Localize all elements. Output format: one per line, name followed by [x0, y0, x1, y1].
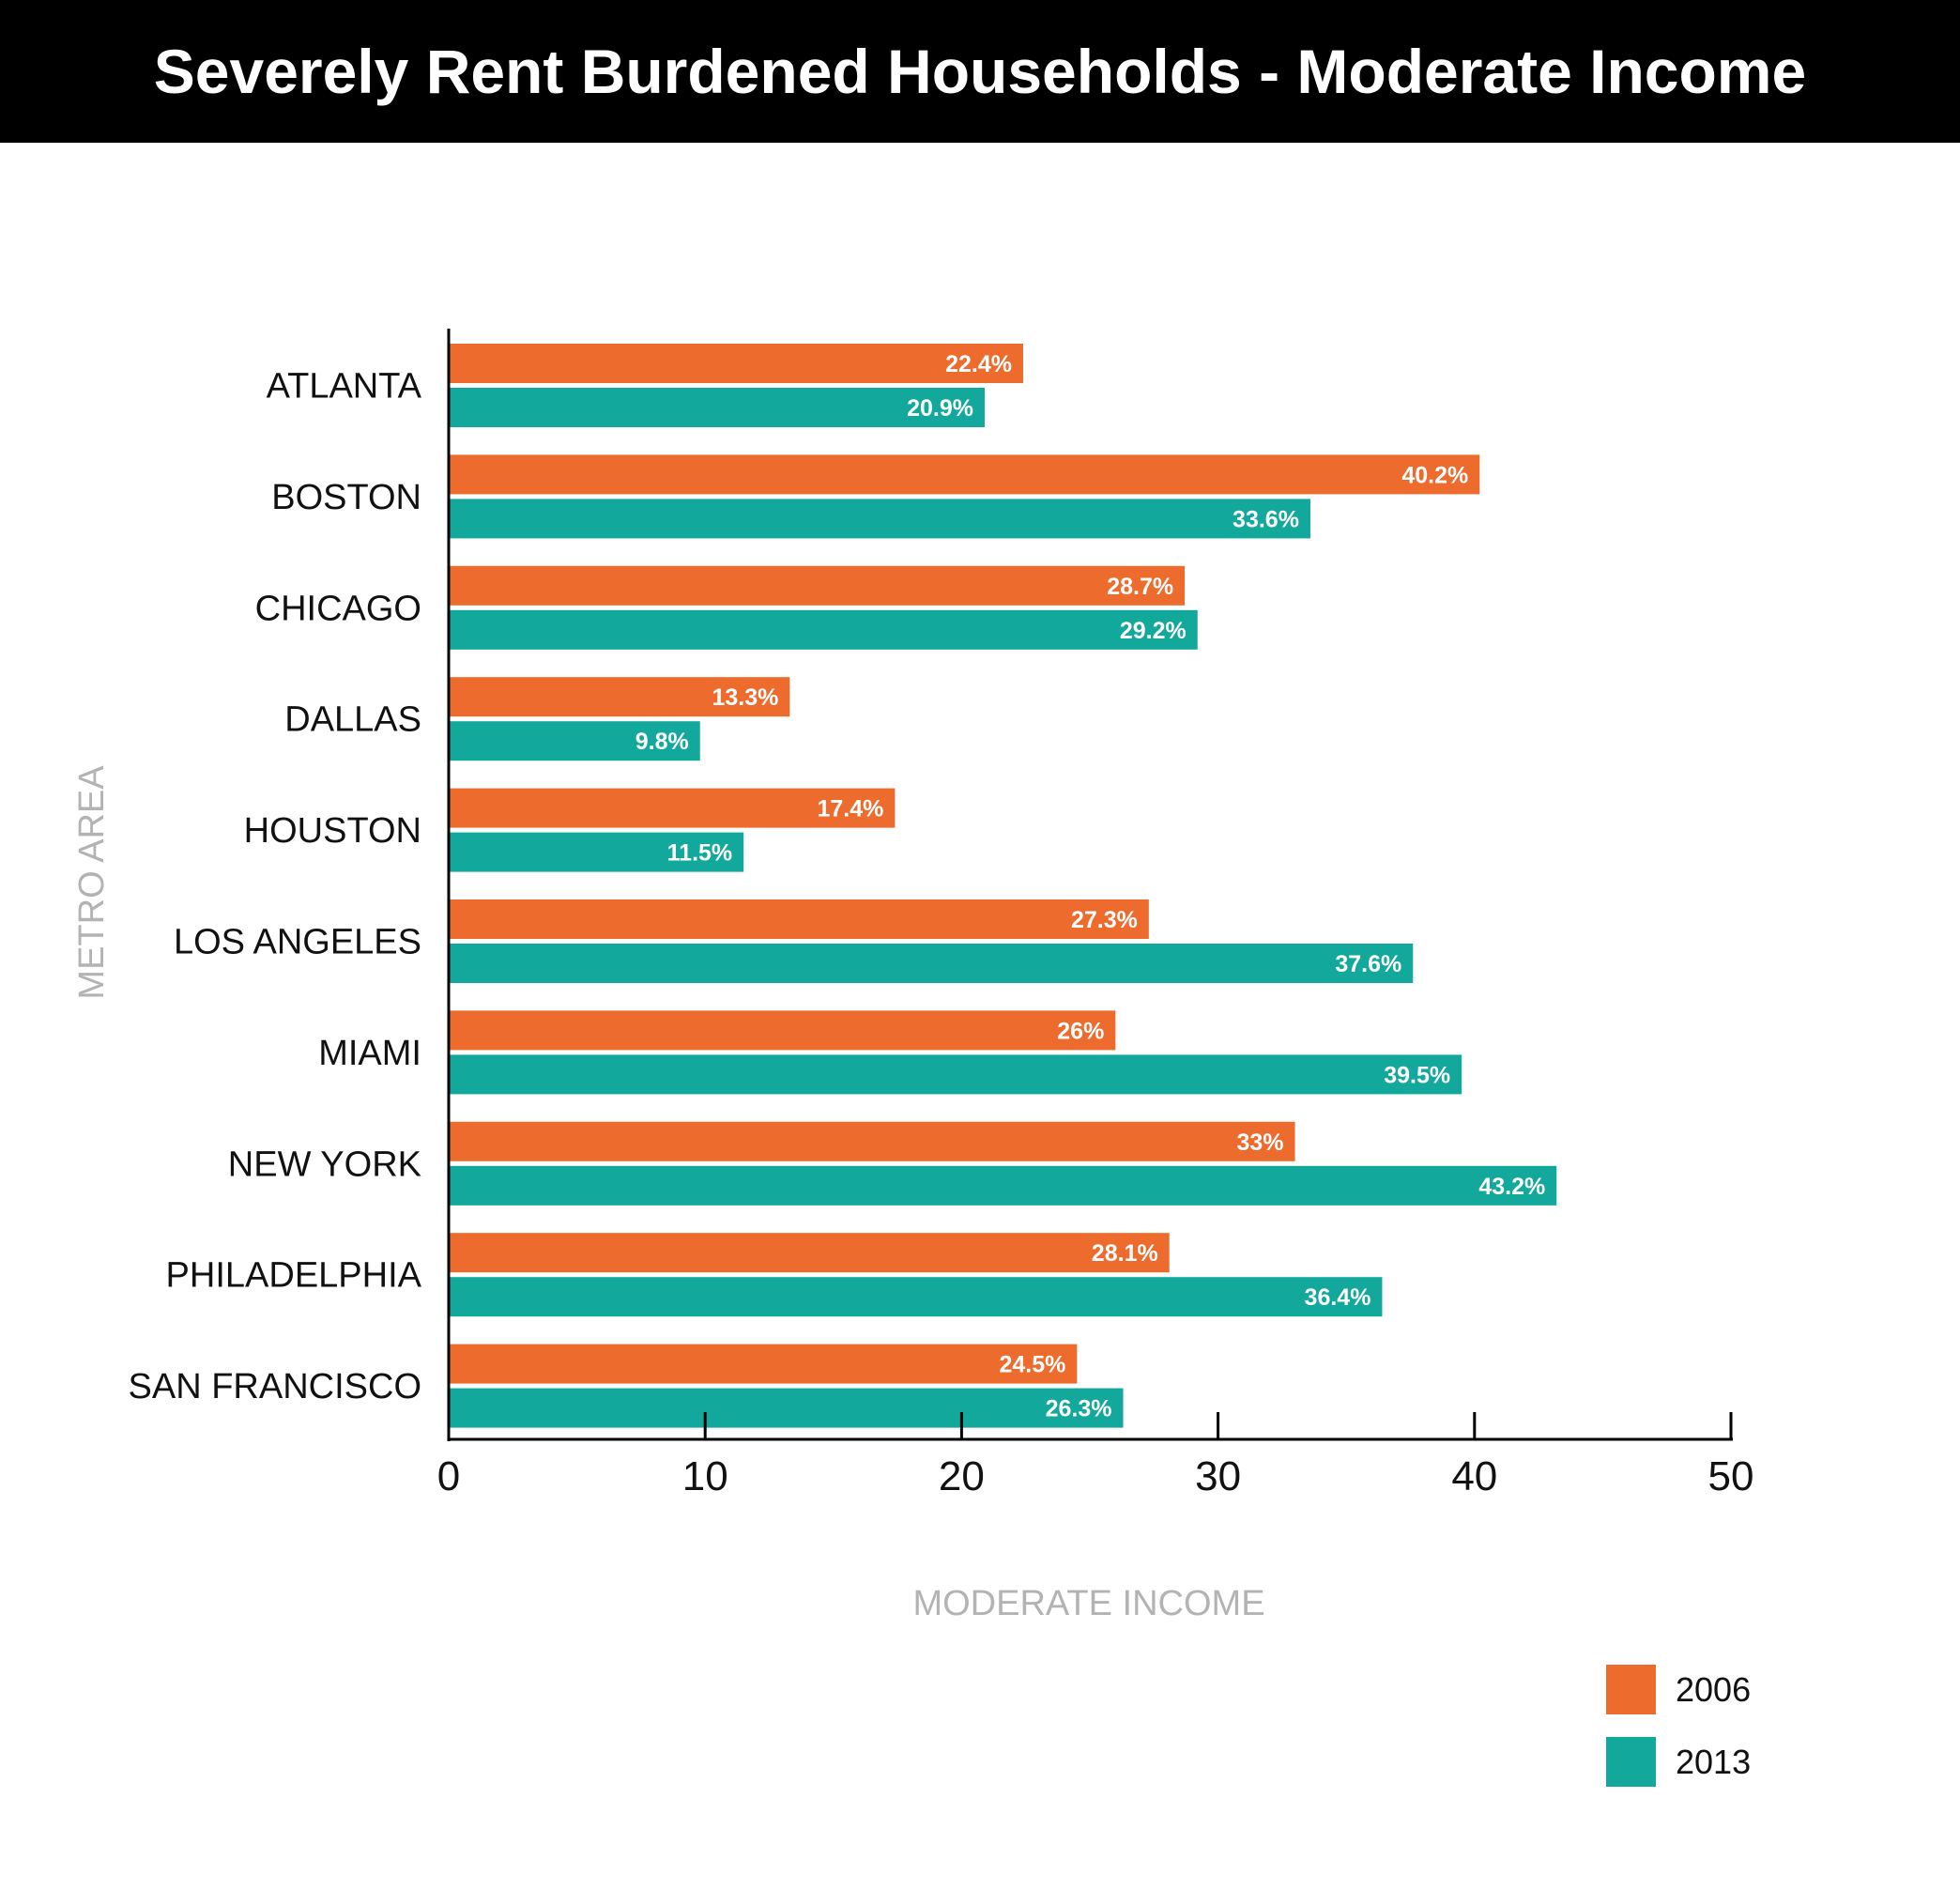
- data-label: 28.7%: [1107, 574, 1173, 600]
- data-label: 39.5%: [1384, 1062, 1450, 1088]
- category-labels: ATLANTA BOSTON CHICAGO DALLAS HOUSTON LOS ANG…: [129, 367, 422, 1407]
- legend-swatch-2013: [1606, 1737, 1656, 1787]
- x-tick-label: 10: [682, 1453, 728, 1499]
- data-label: 29.2%: [1120, 618, 1187, 644]
- title-bar: Severely Rent Burdened Households - Mode…: [0, 0, 1960, 143]
- bar-2013-chicago: [449, 609, 1198, 650]
- bar-2006-atlanta: [449, 344, 1023, 383]
- data-label: 28.1%: [1092, 1240, 1158, 1267]
- data-label: 17.4%: [817, 796, 883, 822]
- x-tick-label: 0: [437, 1453, 460, 1499]
- x-axis-title: MODERATE INCOME: [912, 1584, 1264, 1623]
- data-label: 13.3%: [712, 684, 778, 711]
- axes: 0 10 20 30 40 50: [437, 329, 1754, 1499]
- x-tick-label: 50: [1708, 1453, 1754, 1499]
- bar-2013-philadelphia: [449, 1277, 1383, 1317]
- bar-2013-los-angeles: [449, 944, 1414, 983]
- data-label: 37.6%: [1335, 951, 1401, 977]
- bar-2006-philadelphia: [449, 1233, 1170, 1273]
- bar-2006-los-angeles: [449, 899, 1149, 939]
- x-tick-label: 30: [1195, 1453, 1241, 1499]
- data-label: 11.5%: [667, 840, 733, 867]
- data-label: 22.4%: [945, 351, 1012, 377]
- legend-label-2013: 2013: [1676, 1743, 1751, 1781]
- data-label: 33.6%: [1233, 506, 1299, 532]
- data-label: 40.2%: [1401, 462, 1468, 488]
- bar-2006-houston: [449, 788, 896, 828]
- bar-2006-new-york: [449, 1121, 1295, 1161]
- data-label: 27.3%: [1071, 907, 1138, 933]
- category-label: CHICAGO: [255, 589, 421, 628]
- data-label: 9.8%: [635, 729, 689, 755]
- data-label: 20.9%: [907, 395, 973, 422]
- bars-layer: 22.4% 20.9% 40.2% 33.6% 28.7% 29.2% 13.3% 9.8% 1…: [449, 344, 1557, 1428]
- bar-2013-new-york: [449, 1165, 1557, 1206]
- bar-2013-san-francisco: [449, 1388, 1124, 1428]
- bar-2013-boston: [449, 499, 1310, 539]
- bar-2006-san-francisco: [449, 1344, 1078, 1384]
- chart-title: Severely Rent Burdened Households - Mode…: [153, 37, 1807, 106]
- legend-swatch-2006: [1606, 1665, 1656, 1714]
- data-label: 24.5%: [999, 1352, 1065, 1378]
- category-label: BOSTON: [271, 478, 421, 517]
- category-label: HOUSTON: [244, 811, 421, 851]
- y-axis-title: METRO AREA: [72, 765, 112, 1000]
- bar-2013-dallas: [449, 721, 700, 761]
- legend: 2006 2013: [1606, 1665, 1751, 1787]
- category-label: MIAMI: [318, 1034, 421, 1073]
- category-label: ATLANTA: [267, 367, 422, 407]
- data-label: 43.2%: [1478, 1174, 1545, 1200]
- bar-2006-boston: [449, 454, 1480, 495]
- bar-2006-dallas: [449, 677, 790, 717]
- legend-label-2006: 2006: [1676, 1670, 1751, 1709]
- bar-2006-miami: [449, 1010, 1116, 1051]
- category-label: DALLAS: [284, 700, 421, 740]
- category-label: PHILADELPHIA: [166, 1256, 422, 1296]
- category-label: NEW YORK: [228, 1145, 421, 1184]
- category-label: SAN FRANCISCO: [129, 1367, 421, 1406]
- data-label: 26%: [1057, 1018, 1104, 1044]
- bar-2006-chicago: [449, 565, 1186, 606]
- x-tick-label: 40: [1451, 1453, 1497, 1499]
- bar-2013-miami: [449, 1054, 1462, 1095]
- bar-2013-houston: [449, 832, 744, 872]
- category-label: LOS ANGELES: [174, 923, 421, 962]
- data-label: 33%: [1237, 1129, 1284, 1156]
- x-tick-label: 20: [939, 1453, 985, 1499]
- data-label: 36.4%: [1305, 1284, 1371, 1311]
- data-label: 26.3%: [1046, 1396, 1112, 1422]
- bar-2013-atlanta: [449, 388, 985, 427]
